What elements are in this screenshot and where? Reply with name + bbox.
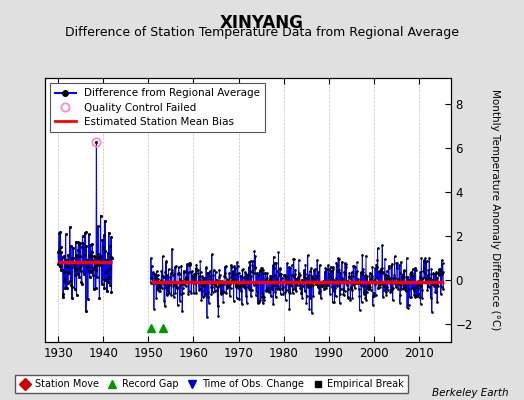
Legend: Difference from Regional Average, Quality Control Failed, Estimated Station Mean: Difference from Regional Average, Qualit… [50, 83, 265, 132]
Legend: Station Move, Record Gap, Time of Obs. Change, Empirical Break: Station Move, Record Gap, Time of Obs. C… [15, 375, 408, 393]
Text: Difference of Station Temperature Data from Regional Average: Difference of Station Temperature Data f… [65, 26, 459, 39]
Text: XINYANG: XINYANG [220, 14, 304, 32]
Y-axis label: Monthly Temperature Anomaly Difference (°C): Monthly Temperature Anomaly Difference (… [489, 89, 499, 331]
Text: Berkeley Earth: Berkeley Earth [432, 388, 508, 398]
